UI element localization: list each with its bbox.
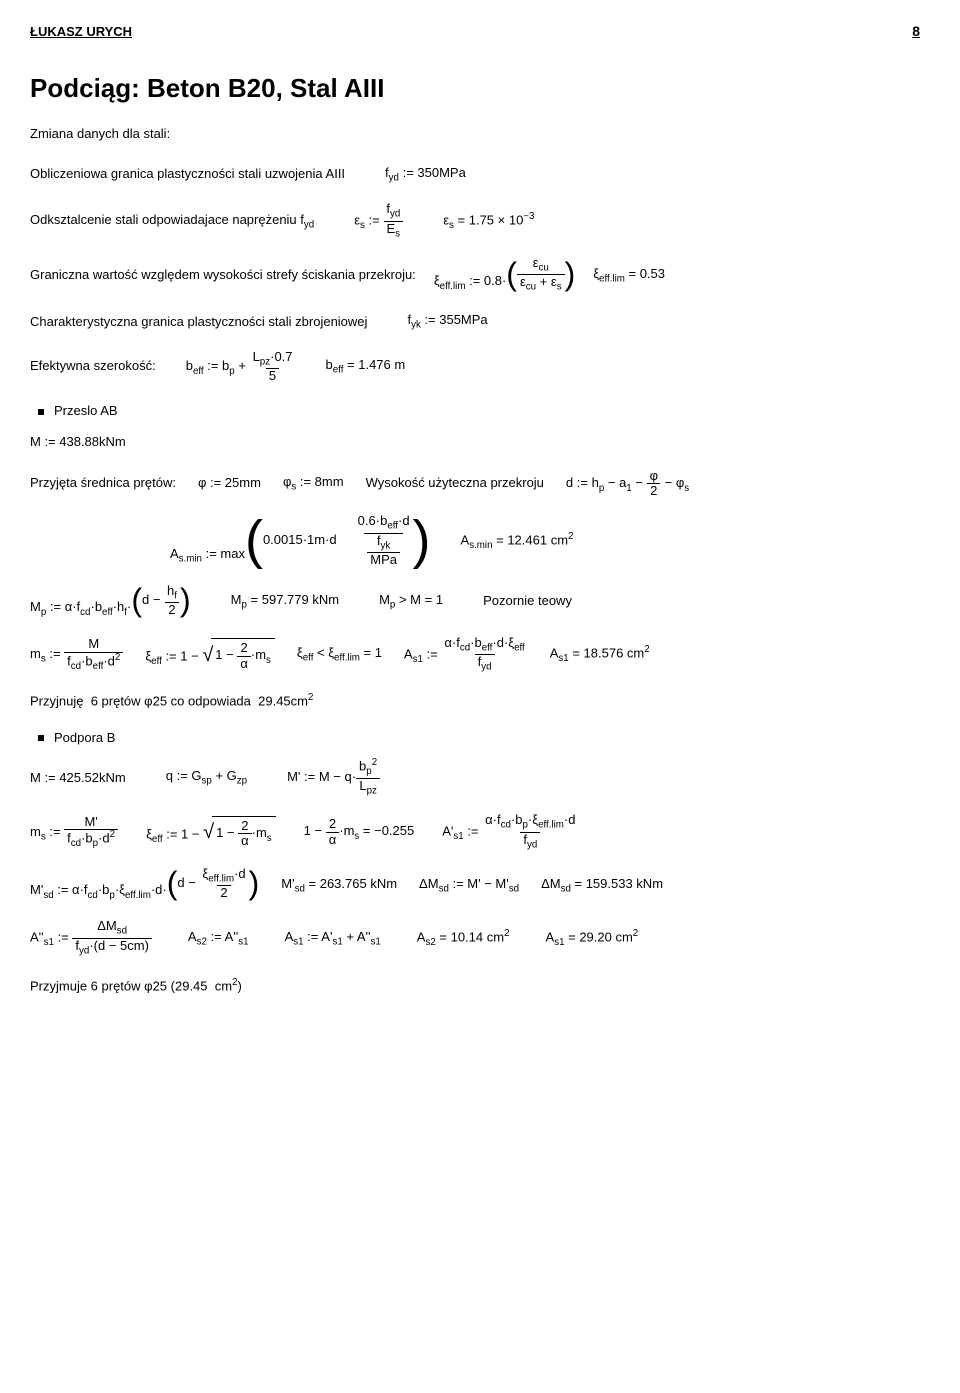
equation-1: As.min := max 0.0015·1m·d 0.6·beff·dfykM…	[170, 514, 431, 567]
equation-2: q := Gsp + Gzp	[166, 766, 247, 789]
equation-4: ΔMsd = 159.533 kNm	[541, 874, 663, 897]
equation: fyk := 355MPa	[407, 310, 487, 333]
section-label: Podpora B	[54, 728, 115, 749]
equation-1: beff := bp + Lpz·0.75	[186, 350, 296, 384]
equation-2: εs = 1.75 × 10−3	[443, 209, 534, 234]
row-epsilon-s: Odksztalcenie stali odpowiadajace napręż…	[30, 202, 920, 240]
label: Obliczeniowa granica plastyczności stali…	[30, 164, 345, 185]
row-beff: Efektywna szerokość: beff := bp + Lpz·0.…	[30, 350, 920, 384]
row-ms-ab: ms := Mfcd·beff·d2 ξeff := 1 − 1 − 2α·ms…	[30, 636, 920, 674]
equation-5: As1 = 29.20 cm2	[546, 926, 639, 951]
row-asmin: As.min := max 0.0015·1m·d 0.6·beff·dfykM…	[170, 514, 920, 567]
label: Graniczna wartość względem wysokości str…	[30, 265, 416, 286]
text: Przyjmuje 6 prętów φ25 (29.45 cm2)	[30, 975, 242, 997]
equation-1: ms := Mfcd·beff·d2	[30, 637, 123, 672]
equation-2: As2 := A''s1	[188, 927, 249, 950]
label: Charakterystyczna granica plastyczności …	[30, 312, 367, 333]
section-przeslo-ab: Przeslo AB	[38, 401, 920, 422]
row-adopt-ab: Przyjnuję 6 prętów φ25 co odpowiada 29.4…	[30, 690, 920, 712]
equation-1: M := 425.52kNm	[30, 768, 126, 789]
equation-5: As1 = 18.576 cm2	[550, 642, 650, 667]
bullet-icon	[38, 735, 44, 741]
label: Efektywna szerokość:	[30, 356, 156, 377]
equation-3: 1 − 2α·ms = −0.255	[304, 817, 415, 847]
equation-2: As.min = 12.461 cm2	[461, 529, 574, 554]
equation-1: φ := 25mm	[198, 473, 261, 494]
equation-3: M' := M − q·bp2Lpz	[287, 758, 380, 797]
equation-1: Mp := α·fcd·beff·hf·d − hf2	[30, 584, 191, 620]
row-fyd: Obliczeniowa granica plastyczności stali…	[30, 163, 920, 186]
equation-2: M'sd = 263.765 kNm	[281, 874, 397, 897]
equation-3: As1 := A's1 + A''s1	[285, 927, 381, 950]
equation-1: M'sd := α·fcd·bp·ξeff.lim·d·d − ξeff.lim…	[30, 867, 259, 903]
equation-4: A's1 := α·fcd·bp·ξeff.lim·dfyd	[442, 813, 578, 851]
equation-3: d := hp − a1 − φ2 − φs	[566, 469, 689, 499]
row-mp: Mp := α·fcd·beff·hf·d − hf2 Mp = 597.779…	[30, 584, 920, 620]
text: Przyjnuję 6 prętów φ25 co odpowiada 29.4…	[30, 690, 313, 712]
row-as1-final: A''s1 := ΔMsdfyd·(d − 5cm) As2 := A''s1 …	[30, 919, 920, 957]
page-number: 8	[912, 20, 920, 42]
row-adopt-b: Przyjmuje 6 prętów φ25 (29.45 cm2)	[30, 975, 920, 997]
equation-4: As2 = 10.14 cm2	[417, 926, 510, 951]
equation-2: φs := 8mm	[283, 472, 344, 495]
equation-4: As1 := α·fcd·beff·d·ξefffyd	[404, 636, 528, 674]
section-label: Przeslo AB	[54, 401, 118, 422]
equation: fyd := 350MPa	[385, 163, 466, 186]
equation-1: ms := M'fcd·bp·d2	[30, 815, 118, 850]
equation-2: beff = 1.476 m	[326, 355, 406, 378]
page-title: Podciąg: Beton B20, Stal AIII	[30, 68, 920, 110]
equation-3: Mp > M = 1	[379, 590, 443, 613]
row-m-ab: M := 438.88kNm	[30, 432, 920, 453]
row-m-b: M := 425.52kNm q := Gsp + Gzp M' := M − …	[30, 758, 920, 797]
equation-2: ξeff := 1 − 1 − 2α·ms	[146, 816, 276, 849]
label: Przyjęta średnica prętów:	[30, 473, 176, 494]
row-xi-efflim: Graniczna wartość względem wysokości str…	[30, 256, 920, 294]
equation-3: ΔMsd := M' − M'sd	[419, 874, 519, 897]
row-msd: M'sd := α·fcd·bp·ξeff.lim·d·d − ξeff.lim…	[30, 867, 920, 903]
equation-2: ξeff.lim = 0.53	[593, 264, 665, 287]
row-phi: Przyjęta średnica prętów: φ := 25mm φs :…	[30, 469, 920, 499]
equation-1: εs := fydEs	[354, 202, 403, 240]
row-fyk: Charakterystyczna granica plastyczności …	[30, 310, 920, 333]
row-ms-b: ms := M'fcd·bp·d2 ξeff := 1 − 1 − 2α·ms …	[30, 813, 920, 851]
label-2: Wysokość użyteczna przekroju	[366, 473, 544, 494]
page-header: ŁUKASZ URYCH 8	[30, 20, 920, 43]
author-name: ŁUKASZ URYCH	[30, 22, 132, 43]
equation: M := 438.88kNm	[30, 432, 126, 453]
equation-1: A''s1 := ΔMsdfyd·(d − 5cm)	[30, 919, 152, 957]
equation-1: ξeff.lim := 0.8·εcuεcu + εs	[434, 256, 575, 294]
note: Pozornie teowy	[483, 591, 572, 612]
subhead: Zmiana danych dla stali:	[30, 124, 920, 145]
bullet-icon	[38, 409, 44, 415]
equation-2: Mp = 597.779 kNm	[231, 590, 339, 613]
section-podpora-b: Podpora B	[38, 728, 920, 749]
equation-2: ξeff := 1 − 1 − 2α·ms	[145, 638, 275, 671]
label: Odksztalcenie stali odpowiadajace napręż…	[30, 210, 314, 233]
equation-3: ξeff < ξeff.lim = 1	[297, 643, 382, 666]
